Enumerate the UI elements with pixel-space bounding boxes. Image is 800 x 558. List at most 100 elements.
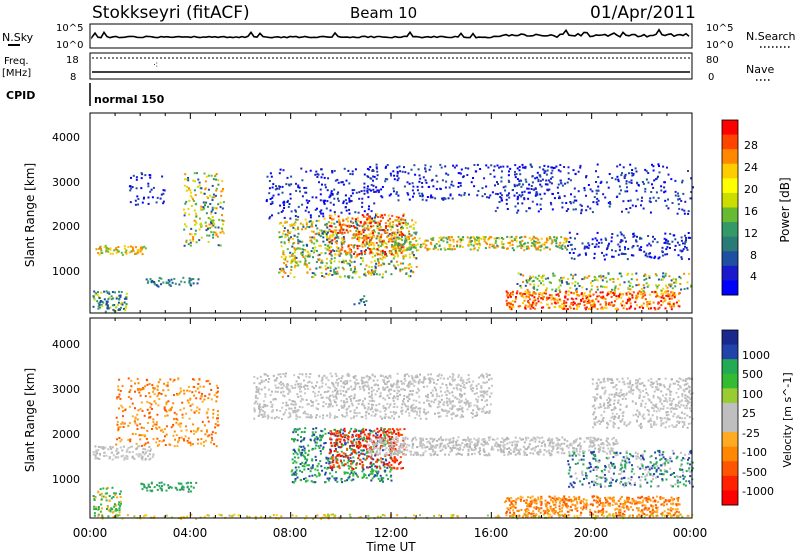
echo-cell (206, 380, 208, 382)
echo-cell (490, 236, 492, 238)
echo-cell (474, 404, 476, 406)
echo-cell (197, 428, 199, 430)
echo-cell (624, 281, 626, 283)
freq-left-tick-top: 18 (66, 55, 79, 66)
echo-cell (346, 412, 348, 414)
echo-cell (684, 288, 686, 290)
echo-cell (434, 413, 436, 415)
echo-cell (190, 486, 192, 488)
echo-cell (374, 255, 376, 257)
echo-cell (364, 268, 366, 270)
echo-cell (150, 403, 152, 405)
echo-cell (212, 207, 214, 209)
echo-cell (280, 384, 282, 386)
echo-cell (361, 190, 363, 192)
echo-cell (329, 241, 331, 243)
echo-cell (130, 246, 132, 248)
echo-cell (283, 385, 285, 387)
echo-cell (197, 388, 199, 390)
echo-cell (156, 395, 158, 397)
echo-cell (595, 237, 597, 239)
echo-cell (320, 199, 322, 201)
echo-cell (329, 196, 331, 198)
echo-cell (417, 189, 419, 191)
echo-cell (149, 453, 151, 455)
echo-cell (312, 247, 314, 249)
echo-cell (132, 415, 134, 417)
echo-cell (404, 242, 406, 244)
echo-cell (396, 386, 398, 388)
echo-cell (642, 307, 644, 309)
echo-cell (537, 278, 539, 280)
echo-cell (143, 427, 145, 429)
echo-cell (595, 298, 597, 300)
echo-cell (186, 186, 188, 188)
echo-cell (322, 236, 324, 238)
echo-cell (522, 302, 524, 304)
echo-cell (318, 375, 320, 377)
echo-cell (408, 412, 410, 414)
echo-cell (380, 395, 382, 397)
echo-cell (145, 395, 147, 397)
echo-cell (190, 430, 192, 432)
echo-cell (402, 263, 404, 265)
echo-cell (294, 384, 296, 386)
echo-cell (454, 397, 456, 399)
echo-cell (620, 297, 622, 299)
echo-cell (491, 378, 493, 380)
echo-cell (601, 252, 603, 254)
echo-cell (540, 198, 542, 200)
echo-cell (657, 163, 659, 165)
echo-cell (323, 401, 325, 403)
echo-cell (531, 176, 533, 178)
echo-cell (389, 252, 391, 254)
echo-cell (627, 258, 629, 260)
echo-cell (299, 383, 301, 385)
echo-cell (285, 221, 287, 223)
echo-cell (616, 308, 618, 310)
echo-cell (322, 382, 324, 384)
echo-cell (534, 308, 536, 310)
echo-cell (350, 400, 352, 402)
echo-cell (166, 425, 168, 427)
echo-cell (459, 405, 461, 407)
echo-cell (168, 487, 170, 489)
echo-cell (643, 279, 645, 281)
echo-cell (542, 280, 544, 282)
echo-cell (518, 272, 520, 274)
echo-cell (258, 405, 260, 407)
echo-cell (253, 418, 255, 420)
echo-cell (178, 284, 180, 286)
echo-cell (167, 400, 169, 402)
echo-cell (460, 182, 462, 184)
echo-cell (522, 184, 524, 186)
echo-cell (395, 244, 397, 246)
echo-cell (478, 396, 480, 398)
echo-cell (159, 379, 161, 381)
echo-cell (344, 394, 346, 396)
echo-cell (326, 227, 328, 229)
echo-cell (577, 283, 579, 285)
echo-cell (410, 248, 412, 250)
echo-cell (635, 273, 637, 275)
echo-cell (436, 383, 438, 385)
echo-cell (308, 403, 310, 405)
echo-cell (285, 234, 287, 236)
echo-cell (478, 383, 480, 385)
echo-cell (354, 375, 356, 377)
echo-cell (211, 434, 213, 436)
echo-cell (391, 260, 393, 262)
echo-cell (384, 383, 386, 385)
echo-cell (412, 238, 414, 240)
echo-cell (154, 400, 156, 402)
echo-cell (385, 178, 387, 180)
echo-cell (366, 235, 368, 237)
echo-cell (541, 186, 543, 188)
echo-cell (611, 301, 613, 303)
echo-cell (559, 242, 561, 244)
echo-cell (205, 222, 207, 224)
echo-cell (346, 252, 348, 254)
echo-cell (289, 390, 291, 392)
echo-cell (291, 403, 293, 405)
echo-cell (408, 231, 410, 233)
